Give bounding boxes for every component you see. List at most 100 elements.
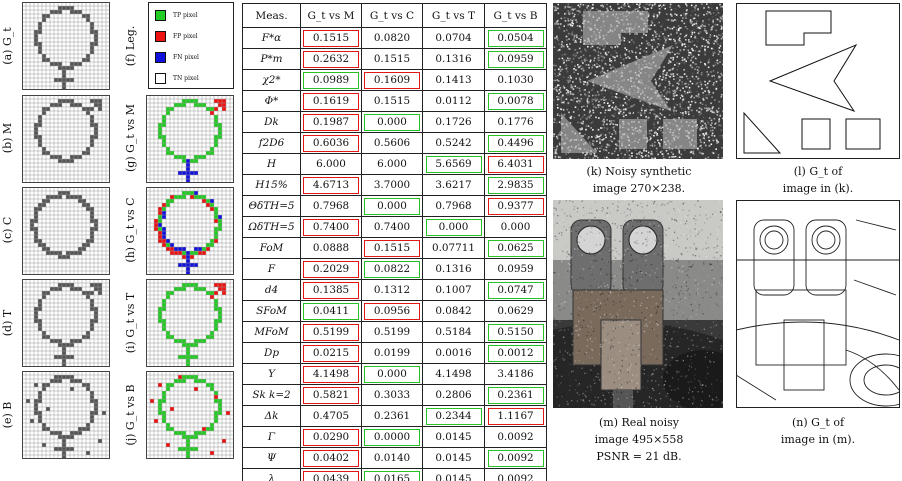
measure-value: 0.1312 <box>373 283 411 296</box>
worst-value: 1.1167 <box>487 407 544 425</box>
worst-value: 0.6036 <box>303 134 359 152</box>
worst-value: 0.5199 <box>303 323 359 341</box>
measure-cell: 0.0504 <box>484 27 547 49</box>
measure-cell: 0.1515 <box>361 90 423 112</box>
measure-value: 0.1316 <box>435 262 472 275</box>
measure-cell: 0.1726 <box>422 111 485 133</box>
measure-name: Φ* <box>242 90 301 112</box>
measure-name: H15% <box>242 174 301 196</box>
measure-value: 0.07711 <box>432 241 475 254</box>
measure-name: P*m <box>242 48 301 70</box>
caption-j: (j) G_t vs B <box>124 384 137 446</box>
noisy-synthetic-image <box>553 3 725 163</box>
measure-cell: 0.7968 <box>300 195 362 217</box>
real-noisy-image <box>553 200 743 412</box>
table-row: Dk 0.1987 0.000 0.1726 0.1776 <box>242 111 547 133</box>
table-header-row: Meas. G_t vs M G_t vs C G_t vs T G_t vs … <box>242 3 547 28</box>
header-gt-vs-c: G_t vs C <box>361 3 423 28</box>
measure-value: 0.0112 <box>435 94 472 107</box>
measure-value: 0.0092 <box>497 472 534 481</box>
worst-value: 0.7400 <box>303 218 359 236</box>
measure-cell: 0.5821 <box>300 384 362 406</box>
header-gt-vs-t: G_t vs T <box>422 3 485 28</box>
measure-value: 0.1515 <box>373 94 411 107</box>
measure-value: 0.7968 <box>435 199 472 212</box>
measure-cell: 0.0145 <box>422 447 485 469</box>
header-gt-vs-b: G_t vs B <box>484 3 547 28</box>
measure-cell: 0.5199 <box>361 321 423 343</box>
table-row: λ 0.0439 0.0165 0.0145 0.0092 <box>242 468 547 481</box>
measure-cell: 0.1385 <box>300 279 362 301</box>
measure-name: Sk k=2 <box>242 384 301 406</box>
best-value: 0.0012 <box>487 344 544 362</box>
measure-cell: 0.5606 <box>361 132 423 154</box>
tile-gt-vs-c <box>146 187 234 275</box>
measure-cell: 0.1619 <box>300 90 362 112</box>
caption-d: (d) T <box>1 309 14 337</box>
measure-value: 6.000 <box>377 157 407 170</box>
measure-value: 0.1515 <box>373 52 411 65</box>
table-row: FoM 0.0888 0.1515 0.07711 0.0625 <box>242 237 547 259</box>
measure-value: 0.0016 <box>435 346 472 359</box>
measure-value: 0.0145 <box>435 472 472 481</box>
caption-f: (f) Leg. <box>124 25 137 67</box>
measure-cell: 0.2361 <box>484 384 547 406</box>
table-row: d4 0.1385 0.1312 0.1007 0.0747 <box>242 279 547 301</box>
measure-value: 0.4705 <box>312 409 350 422</box>
measure-cell: 0.1030 <box>484 69 547 91</box>
measure-cell: 0.1515 <box>300 27 362 49</box>
best-value: 0.0625 <box>487 239 544 257</box>
measure-cell: 5.6569 <box>422 153 485 175</box>
worst-value: 0.1619 <box>303 92 359 110</box>
measure-cell: 0.0820 <box>361 27 423 49</box>
caption-n-line1: (n) G_t of <box>791 416 845 429</box>
measure-cell: 3.7000 <box>361 174 423 196</box>
worst-value: 0.5821 <box>303 386 359 404</box>
measure-cell: 0.0290 <box>300 426 362 448</box>
measure-cell: 0.0092 <box>484 468 547 481</box>
measure-cell: 0.1609 <box>361 69 423 91</box>
measure-cell: 0.7968 <box>422 195 485 217</box>
table-row: χ2* 0.0989 0.1609 0.1413 0.1030 <box>242 69 547 91</box>
measures-table: Meas. G_t vs M G_t vs C G_t vs T G_t vs … <box>242 3 547 481</box>
measure-cell: 0.5150 <box>484 321 547 343</box>
table-row: P*m 0.2632 0.1515 0.1316 0.0959 <box>242 48 547 70</box>
measure-cell: 0.0888 <box>300 237 362 259</box>
measure-cell: 6.000 <box>300 153 362 175</box>
measure-value: 0.000 <box>500 220 531 233</box>
measure-value: 0.0629 <box>497 304 534 317</box>
measure-cell: 0.0016 <box>422 342 485 364</box>
header-meas: Meas. <box>242 3 301 28</box>
table-row: Υ 4.1498 0.000 4.1498 3.4186 <box>242 363 547 385</box>
table-row: H15% 4.6713 3.7000 3.6217 2.9835 <box>242 174 547 196</box>
measure-cell: 0.1312 <box>361 279 423 301</box>
tile-gt-vs-m <box>146 95 234 183</box>
gt-synthetic-image <box>736 3 900 163</box>
measure-value: 3.4186 <box>497 367 534 380</box>
measure-cell: 0.7400 <box>300 216 362 238</box>
worst-value: 0.0439 <box>303 470 359 481</box>
legend-fn: FN pixel <box>155 49 199 65</box>
measure-cell: 0.1776 <box>484 111 547 133</box>
measure-cell: 0.2632 <box>300 48 362 70</box>
measure-value: 0.1316 <box>435 52 472 65</box>
measure-cell: 0.000 <box>361 363 423 385</box>
measure-value: 0.1007 <box>435 283 472 296</box>
measure-cell: 0.0092 <box>484 447 547 469</box>
legend-fp-label: FP pixel <box>173 32 198 40</box>
caption-a: (a) G_t <box>1 27 14 65</box>
best-value: 0.0822 <box>364 260 420 278</box>
measure-cell: 0.0199 <box>361 342 423 364</box>
measure-cell: 4.1498 <box>422 363 485 385</box>
measure-value: 0.1726 <box>435 115 472 128</box>
legend-tp-label: TP pixel <box>173 11 198 19</box>
measure-cell: 0.0215 <box>300 342 362 364</box>
measure-cell: 0.1316 <box>422 258 485 280</box>
measure-cell: 1.1167 <box>484 405 547 427</box>
table-row: Δk 0.4705 0.2361 0.2344 1.1167 <box>242 405 547 427</box>
caption-l-line1: (l) G_t of <box>793 165 843 178</box>
measure-name: MFoM <box>242 321 301 343</box>
best-value: 0.000 <box>364 365 420 383</box>
measure-cell: 3.4186 <box>484 363 547 385</box>
best-value: 0.0165 <box>364 470 420 481</box>
